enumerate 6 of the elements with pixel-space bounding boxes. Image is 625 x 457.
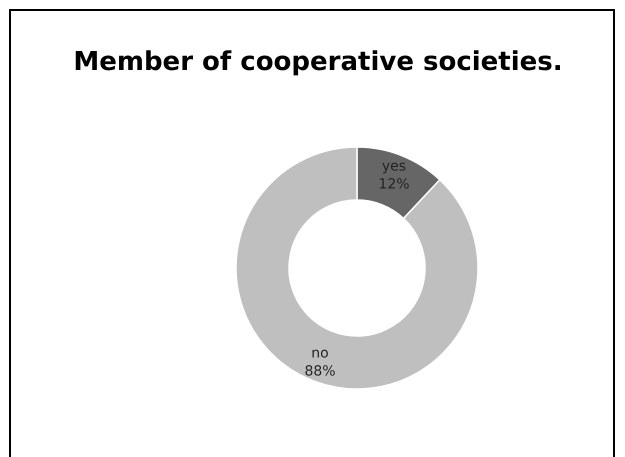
data-label: 88% bbox=[304, 363, 336, 380]
slice-label: no bbox=[311, 345, 329, 362]
slice-label: yes bbox=[382, 158, 406, 175]
chart-title: Member of cooperative societies. bbox=[73, 47, 563, 77]
data-label: 12% bbox=[378, 176, 410, 193]
donut-slice bbox=[235, 146, 479, 390]
